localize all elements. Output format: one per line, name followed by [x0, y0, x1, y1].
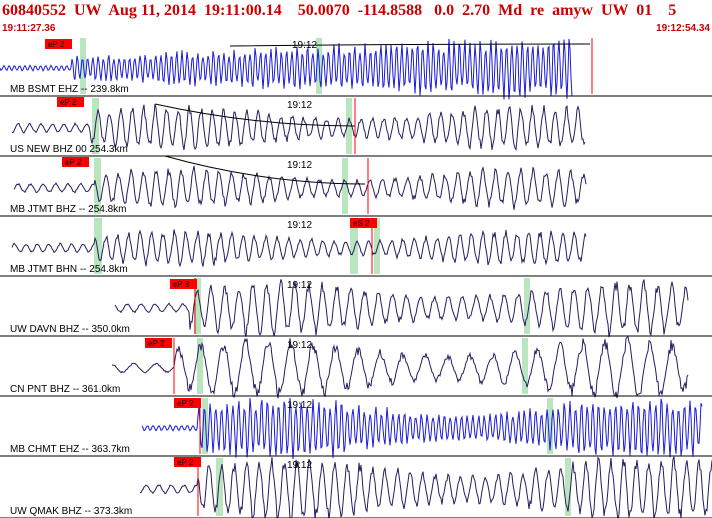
time-marker	[94, 158, 101, 214]
pick-marker	[174, 457, 201, 467]
minute-mark: 19:12	[287, 100, 312, 111]
pick-label: eP 2	[177, 458, 194, 467]
minute-mark: 19:12	[292, 40, 317, 51]
trace-label: MB CHMT EHZ -- 363.7km	[10, 444, 130, 455]
pick-label: eP 2	[48, 40, 65, 49]
minute-mark: 19:12	[287, 400, 312, 411]
trace-label: US NEW BHZ 00 254.3km	[10, 144, 128, 155]
waveform	[139, 456, 712, 518]
time-marker	[94, 218, 102, 274]
minute-mark: 19:12	[287, 280, 312, 291]
pick-label: eP 3	[173, 280, 190, 289]
pick-marker	[57, 97, 84, 107]
time-marker	[524, 278, 530, 334]
time-marker	[202, 398, 208, 454]
pick-label: eP 2	[177, 399, 194, 408]
trace-label: MB BSMT EHZ -- 239.8km	[10, 84, 129, 95]
time-marker	[565, 458, 571, 516]
trace-label: MB JTMT BHN -- 254.8km	[10, 264, 128, 275]
arrival-curve	[154, 103, 356, 127]
pick-marker	[170, 279, 197, 289]
trace-label: CN PNT BHZ -- 361.0km	[10, 384, 120, 395]
waveform	[13, 165, 587, 210]
pick-marker	[145, 338, 172, 348]
time-marker	[374, 218, 380, 274]
time-marker	[522, 338, 528, 394]
time-marker	[80, 38, 86, 94]
pick-label: eS 2	[353, 219, 370, 228]
waveform	[11, 229, 587, 268]
time-marker	[350, 218, 358, 274]
waveform	[11, 103, 586, 152]
arrival-curve	[164, 155, 366, 185]
end-time: 19:12:54.34	[656, 23, 710, 34]
pick-label: eP 2	[60, 98, 77, 107]
time-marker	[547, 398, 553, 454]
waveform	[141, 397, 703, 460]
pick-marker	[62, 157, 89, 167]
pick-marker	[174, 398, 201, 408]
seismogram-plot: eP 2 19:12 MB BSMT EHZ -- 239.8km eP 2 19:12…	[0, 38, 712, 518]
waveform	[0, 38, 573, 100]
pick-marker	[45, 39, 72, 49]
minute-mark: 19:12	[287, 340, 312, 351]
time-marker	[216, 458, 223, 516]
waveform	[111, 335, 689, 399]
pick-label: eP 2	[65, 158, 82, 167]
time-marker	[342, 158, 348, 214]
arrival-curve	[229, 43, 591, 47]
start-time: 19:11:27.36	[2, 23, 56, 34]
minute-mark: 19:12	[287, 460, 312, 471]
trace-label: MB JTMT BHZ -- 254.8km	[10, 204, 127, 215]
pick-label: eP 2	[148, 339, 165, 348]
minute-mark: 19:12	[287, 220, 312, 231]
minute-mark: 19:12	[287, 160, 312, 171]
event-header: 60840552 UW Aug 11, 2014 19:11:00.14 50.…	[2, 2, 677, 19]
pick-marker	[350, 218, 377, 228]
waveform	[114, 279, 689, 338]
time-marker	[194, 278, 201, 334]
trace-label: UW QMAK BHZ -- 373.3km	[10, 506, 132, 517]
trace-label: UW DAVN BHZ -- 350.0km	[10, 324, 130, 335]
time-marker	[197, 338, 203, 394]
